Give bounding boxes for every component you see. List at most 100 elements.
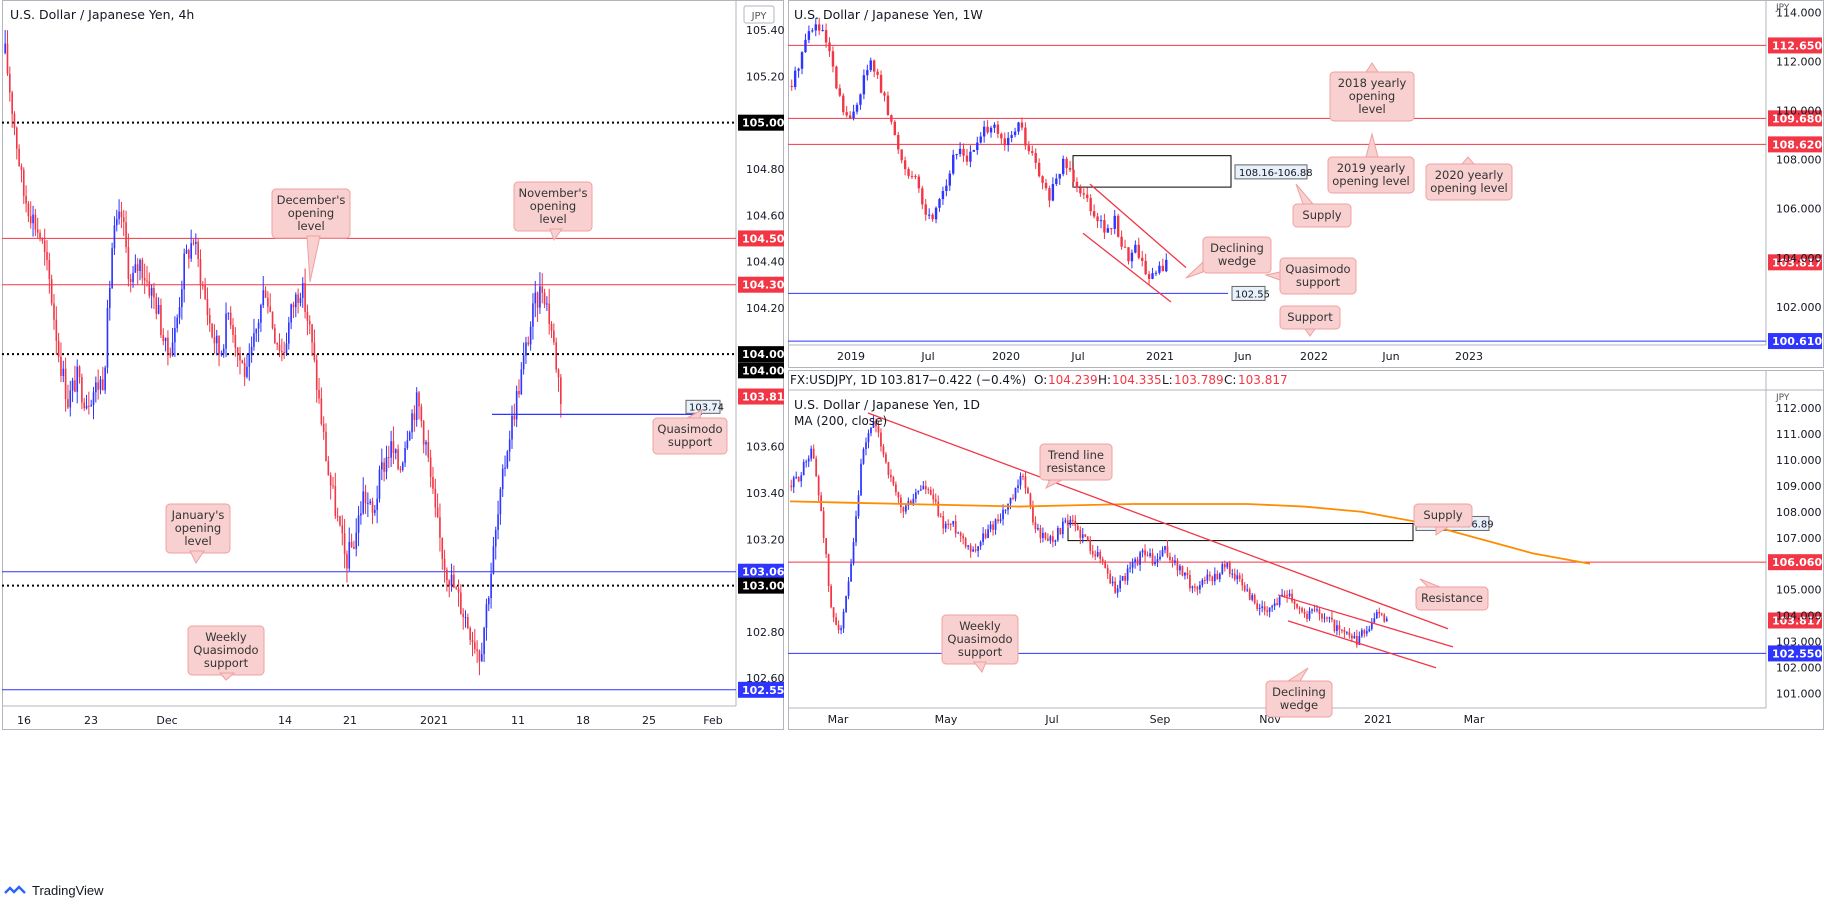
candle [443, 558, 446, 570]
candle [204, 285, 206, 299]
candle [1064, 520, 1067, 522]
candle [536, 292, 539, 308]
candle [1039, 528, 1042, 538]
annotation-january-l1: opening [175, 521, 221, 535]
candle [859, 94, 862, 105]
price-tag-104.500-bg [738, 230, 784, 247]
candle [1218, 573, 1221, 580]
candle [494, 530, 497, 547]
candle [401, 462, 404, 470]
annotation-2018: 2018 yearly [1338, 76, 1407, 90]
annotation-wedge-weekly-box [1202, 236, 1272, 274]
candle [311, 324, 313, 343]
symbol-name: FX:USDJPY, 1D [790, 373, 877, 387]
candle [900, 497, 902, 508]
candle [376, 498, 378, 510]
annotation-2019: 2019 yearly [1337, 161, 1406, 175]
chart-panel-weekly[interactable]: 112.650 109.680 108.620 100.610 103.817 108.1… [788, 0, 1824, 368]
candle [845, 112, 848, 116]
candle [1149, 553, 1151, 556]
candle [269, 306, 272, 312]
annotation-resistance-daily-pointer [1419, 578, 1441, 588]
candle [947, 523, 950, 525]
candle [1144, 550, 1146, 556]
candle [958, 148, 962, 155]
candle [218, 335, 220, 354]
candle [111, 248, 113, 289]
candle [862, 449, 865, 464]
wedge-upper [1089, 183, 1187, 269]
x-tick-w: 2020 [992, 350, 1020, 363]
price-tag-d-102.550: 102.550 [1772, 647, 1822, 660]
chart-weekly-svg[interactable]: 112.650 109.680 108.620 100.610 103.817 108.1… [788, 0, 1824, 368]
candle [807, 458, 810, 462]
candle [965, 155, 969, 162]
candle [804, 39, 807, 53]
candle [134, 264, 137, 273]
candle [1099, 552, 1102, 559]
candle [453, 574, 455, 588]
candle [185, 249, 188, 254]
annotation-trendline-l1: resistance [1047, 461, 1106, 475]
supply-zone-tag: 108.16-106.88 [1239, 168, 1313, 179]
price-tag-103.000: 103.000 [742, 580, 784, 593]
y-tick-w: 102.000 [1776, 301, 1822, 314]
annotation-january-pointer [189, 550, 205, 564]
annotation-november: November's [519, 186, 588, 200]
x-tick-d: Sep [1150, 713, 1171, 726]
y-tick-d: 105.000 [1776, 584, 1822, 597]
candle [50, 279, 53, 304]
candle [790, 85, 793, 88]
candle [1012, 497, 1014, 499]
candle [211, 323, 213, 338]
chart-panel-daily[interactable]: FX:USDJPY, 1D 103.817 −0.422 (−0.4%) O: 104.… [788, 370, 1824, 730]
candle [404, 448, 406, 463]
candle [78, 366, 81, 378]
candle [917, 176, 921, 189]
candle [367, 503, 369, 505]
candle [1301, 608, 1303, 612]
chart-panel-4h[interactable]: 105.000 104.500 104.300 104.000 103.060103.0… [2, 0, 784, 730]
candle [1296, 603, 1298, 608]
candle [518, 391, 520, 395]
candle [539, 286, 541, 308]
candle [1378, 611, 1381, 614]
chart-daily-svg[interactable]: FX:USDJPY, 1D 103.817−0.422 (−0.4%) O: 104.… [788, 370, 1824, 730]
candle [1328, 617, 1331, 619]
candle [1271, 606, 1274, 608]
candle [880, 432, 882, 447]
candle [792, 477, 795, 488]
chart-4h-svg[interactable]: 105.000 104.500 104.300 104.000 103.060103.0… [2, 0, 784, 730]
candle [1291, 593, 1293, 602]
candle [397, 449, 399, 469]
candle [922, 486, 925, 490]
candle [525, 342, 527, 356]
candle [1041, 176, 1044, 183]
candle [155, 297, 158, 314]
candle [948, 173, 951, 186]
candle [11, 92, 13, 114]
candle [1375, 611, 1378, 619]
currency-badge-daily: JPY [1775, 393, 1790, 403]
annotation-november-pointer [549, 228, 563, 242]
candle [1010, 135, 1013, 138]
candle [297, 294, 299, 304]
candle [106, 307, 109, 368]
candle [972, 549, 975, 552]
candle [1256, 603, 1259, 610]
candle [118, 211, 120, 220]
tradingview-logo[interactable]: TradingView [4, 883, 104, 898]
candle [46, 252, 48, 261]
candle [1037, 528, 1039, 530]
candle [997, 519, 999, 522]
candle [879, 74, 883, 93]
candle [890, 474, 892, 478]
price-tag-103.060: 103.060 [742, 566, 784, 579]
price-tag-d-106.060-bg [1768, 554, 1822, 571]
x-tick-w: Jul [1070, 350, 1084, 363]
candle [122, 217, 125, 223]
candle [513, 415, 516, 420]
candle [934, 207, 938, 220]
candle [790, 485, 793, 488]
candle [425, 442, 427, 445]
